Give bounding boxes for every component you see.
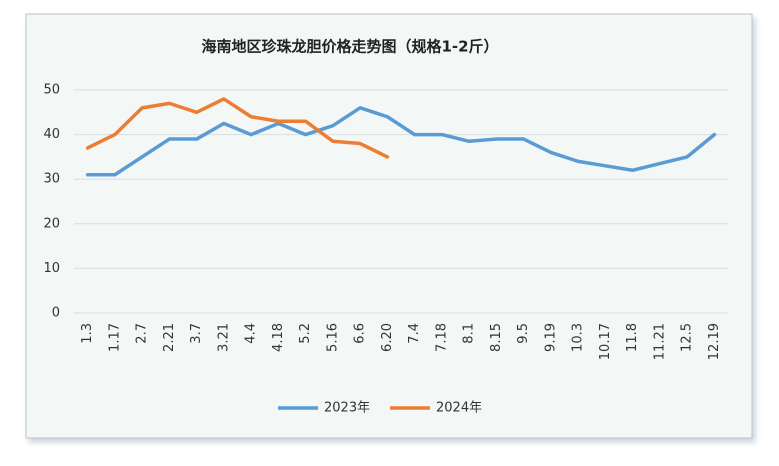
chart-panel [25,13,753,439]
x-tick-label: 6.6 [353,323,368,344]
x-tick-label: 10.17 [598,323,613,360]
x-tick-label: 8.15 [489,323,504,352]
y-tick-label: 50 [43,83,60,98]
y-tick-label: 0 [52,306,60,321]
y-tick-label: 40 [43,127,60,142]
chart-title: 海南地区珍珠龙胆价格走势图（规格1-2斤） [201,38,498,56]
x-tick-label: 9.19 [543,323,558,352]
x-tick-label: 4.18 [271,323,286,352]
x-tick-label: 10.3 [571,323,586,352]
legend-label: 2024年 [436,401,482,416]
x-tick-label: 11.8 [625,323,640,352]
y-tick-label: 20 [43,216,60,231]
x-tick-label: 5.16 [325,323,340,352]
x-tick-label: 8.1 [462,323,477,344]
x-tick-label: 6.20 [380,323,395,352]
x-tick-label: 12.19 [707,323,722,360]
x-tick-label: 12.5 [680,323,695,352]
y-tick-label: 30 [43,172,60,187]
x-tick-label: 2.21 [162,323,177,352]
x-tick-label: 7.4 [407,323,422,344]
x-tick-label: 1.17 [107,323,122,352]
x-tick-label: 7.18 [434,323,449,352]
x-tick-label: 1.3 [80,323,95,344]
x-tick-label: 11.21 [652,323,667,360]
legend-label: 2023年 [324,401,370,416]
x-tick-label: 3.21 [216,323,231,352]
series-line [85,97,390,159]
x-tick-label: 4.4 [244,323,259,344]
x-tick-label: 9.5 [516,323,531,344]
x-tick-label: 2.7 [135,323,150,344]
y-tick-label: 10 [43,261,60,276]
x-tick-label: 3.7 [189,323,204,344]
x-tick-label: 5.2 [298,323,313,344]
series-line [85,106,717,177]
